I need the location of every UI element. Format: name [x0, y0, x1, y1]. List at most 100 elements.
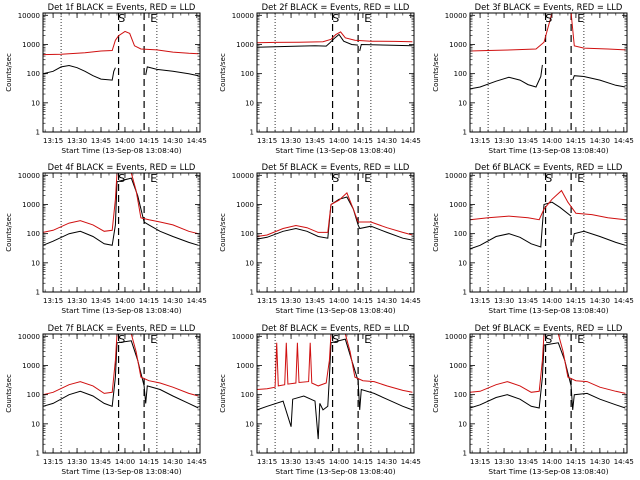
x-tick-label: 14:00	[115, 458, 135, 466]
interval-marker-label: E	[364, 172, 371, 185]
x-axis-label: Start Time (13-Sep-08 13:08:40)	[61, 306, 181, 315]
y-tick-label: 100	[27, 391, 40, 399]
x-axis-label: Start Time (13-Sep-08 13:08:40)	[488, 306, 608, 315]
x-axis-label: Start Time (13-Sep-08 13:08:40)	[275, 306, 395, 315]
interval-marker-label: E	[577, 172, 584, 185]
chart-title: Det 3f BLACK = Events, RED = LLD	[475, 2, 623, 12]
y-tick-label: 1000	[449, 41, 467, 49]
y-tick-label: 1	[36, 450, 40, 458]
x-tick-label: 13:15	[257, 137, 277, 145]
x-tick-label: 13:45	[305, 137, 325, 145]
chart-panel-6: Det 6f BLACK = Events, RED = LLD Counts/s…	[432, 162, 634, 315]
y-tick-label: 100	[241, 391, 254, 399]
x-tick-label: 13:15	[470, 137, 490, 145]
x-tick-label: 14:30	[163, 458, 183, 466]
x-tick-label: 13:45	[305, 297, 325, 305]
x-tick-label: 14:30	[590, 458, 610, 466]
y-tick-label: 10000	[445, 172, 467, 180]
x-tick-label: 14:45	[614, 137, 634, 145]
y-tick-label: 10	[31, 99, 40, 107]
x-tick-label: 13:15	[43, 458, 63, 466]
chart-title: Det 5f BLACK = Events, RED = LLD	[262, 162, 410, 172]
chart-title: Det 1f BLACK = Events, RED = LLD	[48, 2, 196, 12]
plot-frame	[256, 12, 415, 133]
x-tick-label: 14:15	[139, 297, 159, 305]
x-tick-label: 13:30	[281, 137, 301, 145]
y-tick-label: 1000	[449, 201, 467, 209]
y-axis-label: Counts/sec	[432, 53, 440, 92]
series-line-events	[42, 177, 199, 246]
x-tick-label: 14:15	[566, 458, 586, 466]
y-tick-label: 1	[36, 129, 40, 137]
y-tick-label: 100	[241, 230, 254, 238]
chart-panel-9: Det 9f BLACK = Events, RED = LLD Counts/s…	[432, 323, 634, 476]
chart-title: Det 8f BLACK = Events, RED = LLD	[262, 323, 410, 333]
y-tick-label: 10	[458, 99, 467, 107]
interval-marker-label: E	[577, 333, 584, 346]
chart-title: Det 4f BLACK = Events, RED = LLD	[48, 162, 196, 172]
y-tick-label: 10000	[18, 333, 40, 341]
x-tick-label: 14:15	[139, 458, 159, 466]
series-line-lld	[42, 30, 199, 56]
x-tick-label: 14:45	[187, 458, 207, 466]
interval-marker-label: S	[545, 12, 552, 25]
y-tick-label: 1000	[236, 41, 254, 49]
series-line-lld	[256, 192, 413, 237]
series-line-events	[256, 338, 413, 440]
y-tick-label: 100	[27, 70, 40, 78]
x-tick-label: 14:30	[590, 137, 610, 145]
x-axis-label: Start Time (13-Sep-08 13:08:40)	[488, 146, 608, 155]
x-tick-label: 14:30	[377, 137, 397, 145]
y-tick-label: 10000	[232, 12, 254, 20]
x-tick-label: 14:15	[566, 297, 586, 305]
x-tick-label: 14:00	[115, 137, 135, 145]
x-tick-label: 13:45	[91, 137, 111, 145]
y-axis-label: Counts/sec	[219, 213, 227, 252]
x-tick-label: 13:15	[470, 458, 490, 466]
x-tick-label: 14:00	[115, 297, 135, 305]
y-tick-label: 1	[463, 450, 467, 458]
x-tick-label: 14:30	[163, 137, 183, 145]
x-tick-label: 14:45	[614, 458, 634, 466]
chart-title: Det 6f BLACK = Events, RED = LLD	[475, 162, 623, 172]
y-tick-label: 1000	[22, 362, 40, 370]
x-tick-label: 13:15	[43, 137, 63, 145]
x-tick-label: 13:30	[494, 297, 514, 305]
series-line-events	[42, 64, 199, 81]
x-tick-label: 13:45	[518, 297, 538, 305]
y-tick-label: 10000	[445, 12, 467, 20]
interval-marker-label: S	[332, 12, 339, 25]
y-tick-label: 1000	[236, 362, 254, 370]
y-tick-label: 10000	[232, 333, 254, 341]
x-tick-label: 13:30	[67, 458, 87, 466]
x-tick-label: 13:30	[494, 137, 514, 145]
plot-frame	[469, 172, 628, 293]
y-tick-label: 10	[31, 259, 40, 267]
plot-frame	[42, 172, 201, 293]
plot-frame	[256, 333, 415, 454]
series-line-events	[469, 342, 626, 410]
interval-marker-label: E	[150, 12, 157, 25]
plot-frame	[42, 333, 201, 454]
interval-marker-label: S	[545, 172, 552, 185]
x-tick-label: 13:15	[257, 297, 277, 305]
x-tick-label: 13:15	[470, 297, 490, 305]
x-tick-label: 14:00	[329, 137, 349, 145]
series-line-events	[469, 64, 626, 90]
y-axis-label: Counts/sec	[5, 53, 13, 92]
y-tick-label: 10000	[18, 12, 40, 20]
y-tick-label: 10	[458, 420, 467, 428]
x-tick-label: 13:30	[67, 137, 87, 145]
chart-panel-8: Det 8f BLACK = Events, RED = LLD Counts/s…	[219, 323, 421, 476]
y-tick-label: 10	[31, 420, 40, 428]
series-line-lld	[469, 189, 626, 221]
series-line-lld	[256, 333, 413, 393]
y-axis-label: Counts/sec	[432, 374, 440, 413]
x-tick-label: 14:00	[542, 297, 562, 305]
x-tick-label: 13:30	[494, 458, 514, 466]
x-tick-label: 14:15	[566, 137, 586, 145]
chart-panel-3: Det 3f BLACK = Events, RED = LLD Counts/s…	[432, 2, 634, 155]
x-tick-label: 14:15	[353, 137, 373, 145]
interval-marker-label: S	[332, 172, 339, 185]
